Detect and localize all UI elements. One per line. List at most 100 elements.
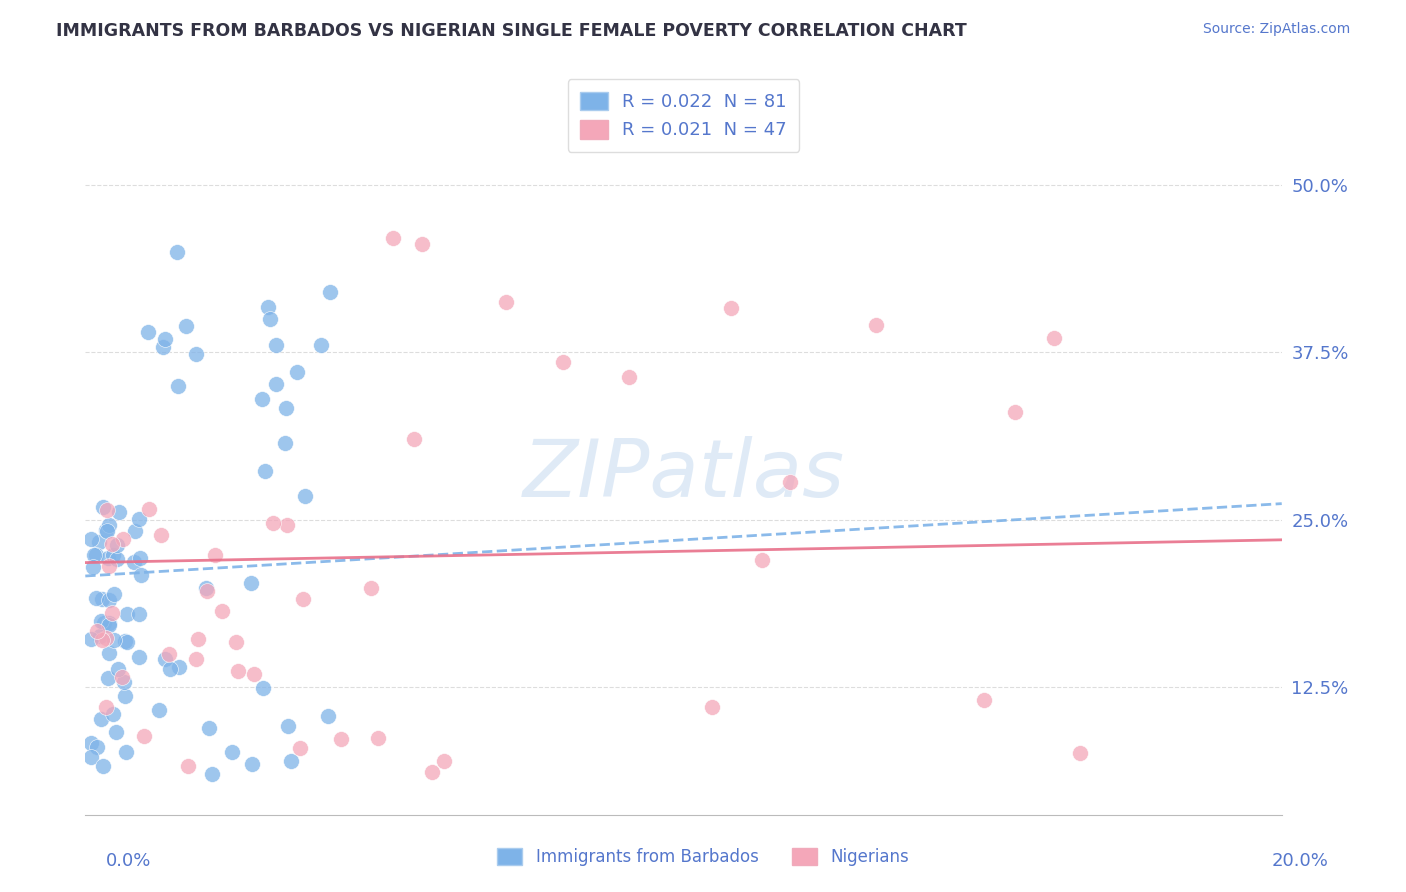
- Point: [243, 666, 266, 681]
- Point: [252, 681, 274, 695]
- Point: [294, 489, 316, 503]
- Point: [94, 523, 117, 537]
- Point: [280, 754, 302, 768]
- Point: [187, 632, 209, 646]
- Point: [250, 392, 273, 406]
- Point: [90, 614, 112, 628]
- Point: [253, 464, 276, 478]
- Point: [80, 632, 103, 646]
- Point: [153, 332, 176, 346]
- Point: [240, 757, 263, 772]
- Point: [382, 231, 405, 245]
- Point: [84, 591, 107, 606]
- Point: [266, 338, 288, 352]
- Point: [84, 549, 107, 563]
- Point: [700, 700, 723, 714]
- Point: [80, 736, 103, 750]
- Point: [221, 746, 243, 760]
- Point: [276, 401, 298, 416]
- Point: [201, 767, 224, 781]
- Point: [96, 502, 118, 516]
- Point: [132, 729, 155, 743]
- Point: [153, 651, 176, 665]
- Point: [96, 524, 118, 538]
- Point: [367, 731, 389, 746]
- Text: Source: ZipAtlas.com: Source: ZipAtlas.com: [1202, 22, 1350, 37]
- Point: [973, 693, 995, 707]
- Point: [311, 337, 333, 351]
- Point: [117, 607, 139, 621]
- Point: [131, 567, 153, 582]
- Point: [148, 703, 170, 717]
- Point: [107, 662, 129, 676]
- Point: [495, 295, 517, 310]
- Point: [97, 558, 120, 573]
- Point: [83, 548, 105, 562]
- Point: [129, 551, 152, 566]
- Point: [98, 646, 121, 660]
- Point: [138, 501, 160, 516]
- Point: [174, 319, 197, 334]
- Point: [262, 516, 284, 531]
- Point: [225, 635, 247, 649]
- Legend: Immigrants from Barbados, Nigerians: Immigrants from Barbados, Nigerians: [489, 840, 917, 875]
- Point: [104, 725, 127, 739]
- Point: [274, 435, 297, 450]
- Point: [259, 311, 281, 326]
- Point: [114, 689, 136, 703]
- Point: [186, 651, 208, 665]
- Point: [138, 325, 160, 339]
- Point: [97, 618, 120, 632]
- Point: [276, 518, 298, 533]
- Point: [402, 432, 425, 446]
- Point: [195, 581, 218, 595]
- Point: [1043, 331, 1066, 345]
- Point: [103, 587, 125, 601]
- Point: [86, 624, 108, 639]
- Point: [105, 552, 128, 566]
- Point: [105, 539, 128, 553]
- Text: 20.0%: 20.0%: [1272, 852, 1329, 870]
- Point: [239, 576, 262, 591]
- Point: [97, 593, 120, 607]
- Point: [128, 512, 150, 526]
- Point: [152, 340, 174, 354]
- Point: [411, 236, 433, 251]
- Point: [108, 505, 131, 519]
- Point: [115, 634, 138, 648]
- Point: [204, 548, 226, 562]
- Point: [100, 606, 122, 620]
- Point: [89, 629, 111, 643]
- Point: [103, 632, 125, 647]
- Point: [124, 524, 146, 538]
- Point: [195, 584, 218, 599]
- Point: [433, 754, 456, 768]
- Point: [1069, 747, 1091, 761]
- Point: [211, 604, 233, 618]
- Point: [90, 712, 112, 726]
- Point: [80, 750, 103, 764]
- Point: [97, 551, 120, 566]
- Point: [112, 674, 135, 689]
- Point: [149, 528, 172, 542]
- Point: [167, 378, 190, 392]
- Point: [159, 662, 181, 676]
- Point: [128, 649, 150, 664]
- Point: [186, 347, 208, 361]
- Point: [86, 739, 108, 754]
- Point: [91, 500, 114, 514]
- Point: [264, 377, 287, 392]
- Legend: R = 0.022  N = 81, R = 0.021  N = 47: R = 0.022 N = 81, R = 0.021 N = 47: [568, 79, 799, 153]
- Point: [166, 244, 188, 259]
- Point: [167, 660, 190, 674]
- Point: [256, 301, 278, 315]
- Point: [94, 700, 117, 714]
- Point: [94, 632, 117, 646]
- Point: [1004, 405, 1026, 419]
- Point: [97, 615, 120, 630]
- Point: [319, 285, 342, 299]
- Point: [751, 553, 773, 567]
- Point: [290, 740, 312, 755]
- Point: [90, 592, 112, 607]
- Point: [360, 581, 382, 595]
